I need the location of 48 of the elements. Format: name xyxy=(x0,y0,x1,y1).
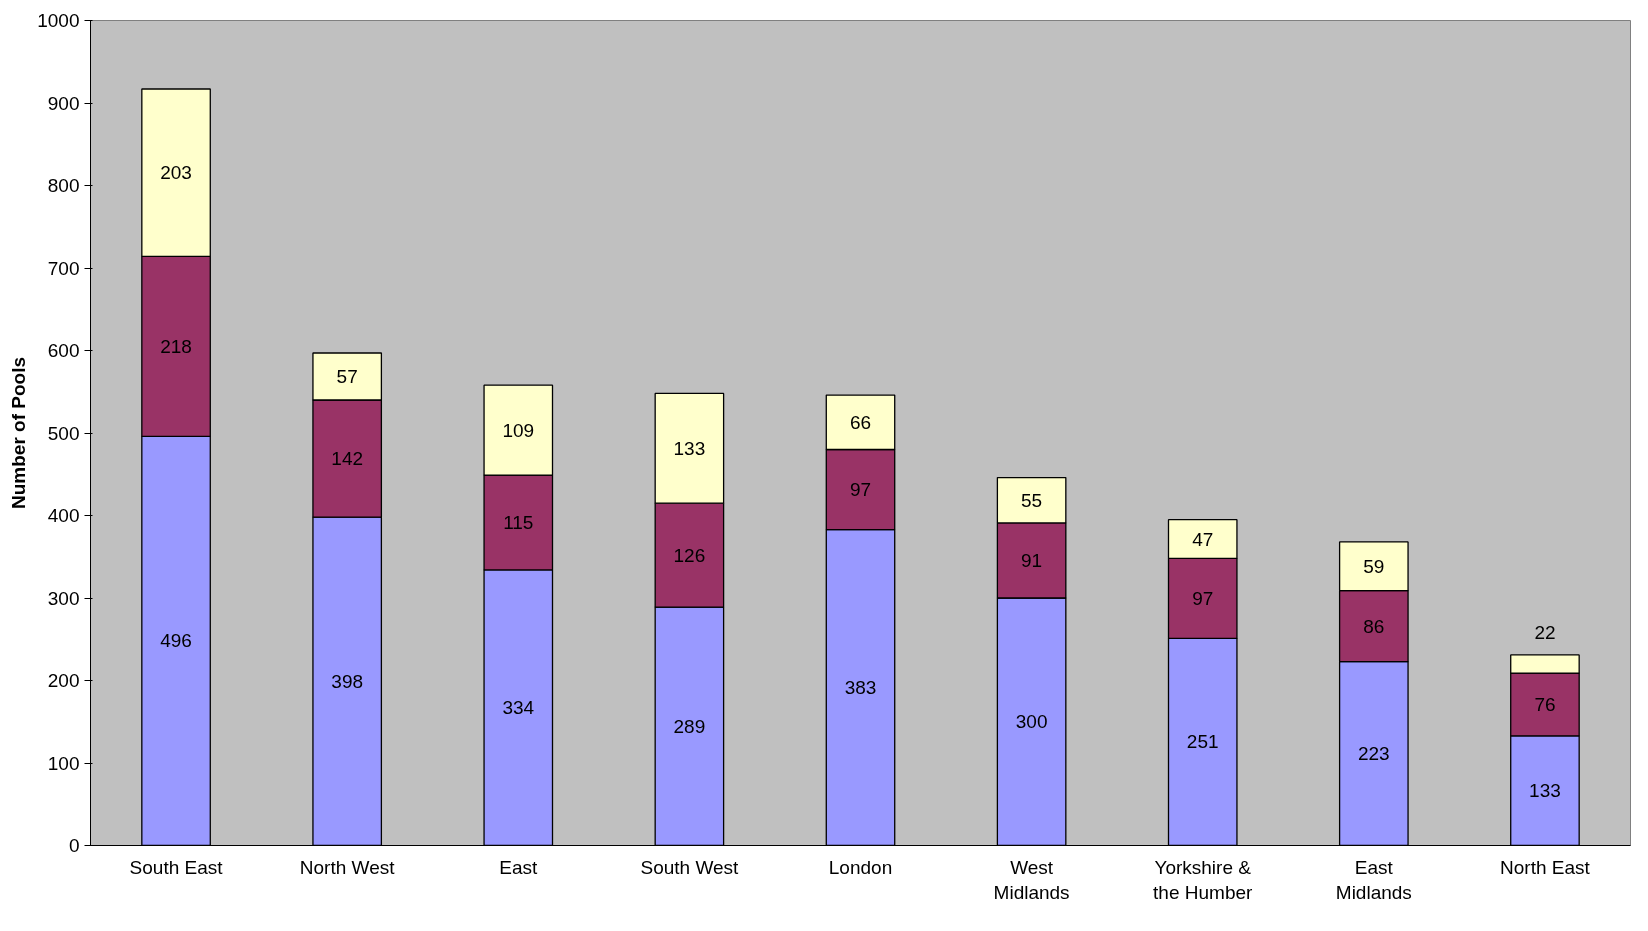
data-label: 97 xyxy=(1192,587,1214,609)
data-label: 76 xyxy=(1534,693,1556,715)
data-label: 22 xyxy=(1534,622,1556,644)
y-axis-title: Number of Pools xyxy=(8,356,30,509)
x-tick-label: South West xyxy=(640,856,740,878)
data-label: 66 xyxy=(849,411,872,433)
data-label: 223 xyxy=(1357,743,1390,765)
data-label: 334 xyxy=(502,697,535,719)
y-tick-label: 1000 xyxy=(37,10,80,31)
y-tick-label: 200 xyxy=(47,670,80,691)
data-label: 383 xyxy=(844,677,877,699)
x-tick-label: London xyxy=(828,856,893,878)
data-label: 59 xyxy=(1363,555,1385,577)
data-label: 86 xyxy=(1363,615,1385,637)
data-label: 57 xyxy=(336,365,358,387)
data-label: 218 xyxy=(160,335,192,357)
y-tick-label: 700 xyxy=(47,257,80,279)
data-label: 251 xyxy=(1186,731,1219,753)
y-tick-label: 400 xyxy=(47,505,80,526)
data-label: 97 xyxy=(849,479,872,501)
x-tick-label: North West xyxy=(299,856,396,878)
x-tick-label: East xyxy=(499,856,539,878)
y-tick-label: 300 xyxy=(47,587,80,609)
y-tick-label: 100 xyxy=(47,752,80,774)
data-label: 115 xyxy=(503,512,534,534)
data-label: 398 xyxy=(331,670,364,692)
data-label: 133 xyxy=(673,437,706,459)
data-label: 91 xyxy=(1021,549,1043,571)
y-tick-label: 900 xyxy=(47,92,80,114)
data-label: 47 xyxy=(1192,528,1214,550)
y-tick-label: 800 xyxy=(47,175,80,196)
data-label: 133 xyxy=(1529,780,1561,802)
data-label: 289 xyxy=(673,715,706,737)
data-label: 300 xyxy=(1015,711,1048,733)
y-tick-label: 600 xyxy=(47,340,80,361)
y-tick-label: 500 xyxy=(47,422,80,444)
x-tick-label: East Midlands xyxy=(1335,856,1412,903)
data-label: 55 xyxy=(1021,489,1043,511)
x-tick-label: West Midlands xyxy=(993,856,1070,903)
x-tick-label: Yorkshire & the Humber xyxy=(1153,856,1254,903)
data-label: 203 xyxy=(160,162,192,184)
data-label: 142 xyxy=(331,448,364,470)
data-label: 126 xyxy=(673,544,706,566)
data-label: 109 xyxy=(502,419,535,441)
x-tick-label: South East xyxy=(129,856,224,878)
data-label: 496 xyxy=(160,630,192,652)
y-tick-label: 0 xyxy=(68,835,80,856)
x-tick-label: North East xyxy=(1500,856,1591,878)
